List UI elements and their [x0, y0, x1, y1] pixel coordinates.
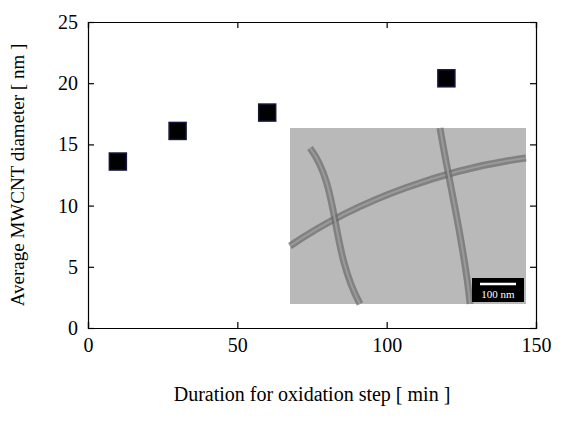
point [438, 70, 455, 87]
inset-tube-core [310, 148, 360, 304]
tick-label: 20 [58, 72, 78, 94]
tick-mark [237, 322, 238, 328]
x-axis-top [89, 22, 537, 28]
tick [237, 22, 238, 28]
axis-line [530, 23, 537, 329]
scale-bar [480, 283, 516, 286]
tick [530, 83, 536, 84]
tick [530, 328, 536, 329]
tick-label: 5 [68, 256, 78, 278]
tick-mark [88, 267, 94, 268]
tick-mark [88, 83, 94, 84]
inset-background [290, 128, 526, 304]
inset-image: 100 nm [290, 128, 526, 304]
tick [387, 22, 388, 28]
tick-mark [88, 328, 94, 329]
tick-label: 50 [228, 334, 248, 356]
tick: 15 [58, 133, 94, 155]
inset-tube-core [440, 128, 470, 304]
chart: 0 50 100 150 0 5 10 15 20 25 100 nm Duration for ox… [0, 0, 564, 423]
tick-mark [88, 206, 94, 207]
tick [530, 206, 536, 207]
tick-mark [530, 267, 536, 268]
tick-label: 25 [58, 11, 78, 33]
tick: 20 [58, 72, 94, 94]
tick-mark [530, 83, 536, 84]
tick-mark [88, 22, 94, 23]
tick: 0 [68, 317, 94, 339]
point [169, 122, 186, 139]
axis-line [89, 23, 95, 329]
tick-mark [387, 322, 388, 328]
inset-tube [310, 148, 360, 304]
tick: 5 [68, 256, 94, 278]
scale-bar-label: 100 nm [481, 288, 515, 300]
tick [530, 267, 536, 268]
axis-line [89, 322, 537, 329]
scale-bar-box [472, 278, 524, 302]
tick-label: 0 [68, 317, 78, 339]
tick: 25 [58, 11, 94, 33]
tick-mark [530, 328, 536, 329]
tick: 100 [372, 322, 402, 356]
tick-mark [530, 206, 536, 207]
tick-mark [530, 22, 536, 23]
points [109, 70, 455, 170]
tick-mark [530, 144, 536, 145]
axis-line [89, 23, 537, 29]
x-axis-title: Duration for oxidation step [ min ] [174, 383, 451, 406]
tick-label: 10 [58, 195, 78, 217]
tick-label: 150 [522, 334, 552, 356]
inset-tube [440, 128, 470, 304]
plot: 0 50 100 150 0 5 10 15 20 25 100 nm [58, 11, 552, 356]
tick-label: 100 [372, 334, 402, 356]
y-axis-title: Average MWCNT diameter [ nm ] [7, 44, 28, 307]
tick-mark [387, 22, 388, 28]
x-axis: 0 50 100 150 [84, 322, 552, 356]
y-axis: 0 5 10 15 20 25 [58, 11, 94, 339]
tick [530, 22, 536, 23]
tick-label: 0 [84, 334, 94, 356]
tick-mark [237, 22, 238, 28]
point [109, 153, 126, 170]
tick: 10 [58, 195, 94, 217]
tick-label: 15 [58, 133, 78, 155]
tick-mark [88, 144, 94, 145]
point [259, 104, 276, 121]
tick: 50 [228, 322, 248, 356]
y-axis-right [530, 23, 537, 329]
tick [530, 144, 536, 145]
